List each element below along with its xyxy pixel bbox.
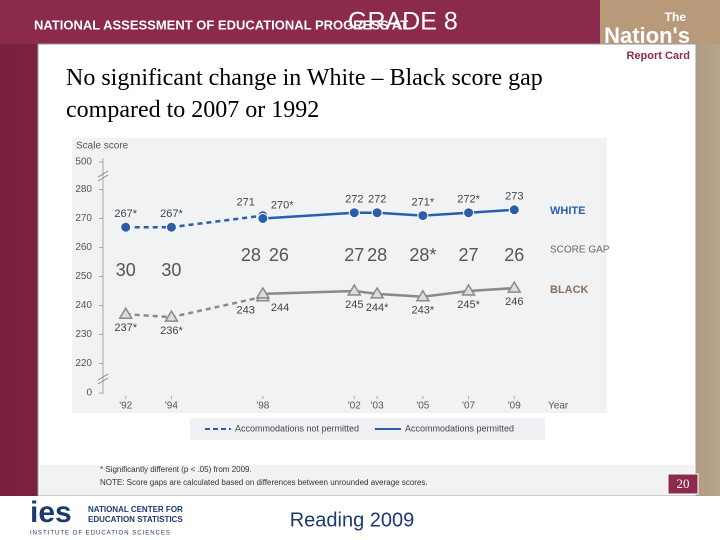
series-label: WHITE [550, 205, 585, 217]
score-gap-label: 30 [116, 260, 136, 280]
plot-background [72, 138, 607, 413]
value-label: 244 [271, 302, 289, 314]
data-point [417, 210, 429, 222]
value-label: 271 [236, 197, 254, 209]
data-point [371, 207, 383, 219]
x-tick-label: '09 [508, 401, 521, 412]
y-tick-label: 240 [75, 300, 92, 311]
value-label: 267* [114, 208, 137, 220]
score-gap-label: 28 [367, 245, 387, 265]
legend-label: Accommodations not permitted [235, 423, 359, 433]
footer-org: EDUCATION STATISTICS [88, 515, 183, 524]
x-tick-label: '03 [371, 401, 384, 412]
data-point [346, 283, 362, 296]
y-tick-label: 0 [86, 388, 92, 399]
data-point [463, 207, 475, 219]
value-label: 243 [236, 305, 254, 317]
y-tick-label: 260 [75, 242, 92, 253]
value-label: 267* [160, 208, 183, 220]
note: * Significantly different (p < .05) from… [100, 465, 252, 474]
value-label: 272* [457, 194, 480, 206]
value-label: 244* [366, 302, 389, 314]
score-gap-label: 27 [459, 245, 479, 265]
y-tick-label: 270 [75, 213, 92, 224]
footer-ies: ies [30, 496, 72, 529]
value-label: 237* [114, 322, 137, 334]
axis-break [97, 170, 109, 182]
data-point [257, 213, 269, 224]
x-axis-title: Year [548, 401, 569, 412]
data-point [369, 286, 385, 299]
series-label: BLACK [550, 284, 589, 296]
y-tick-label: 230 [75, 329, 92, 340]
score-gap-label: 27 [344, 245, 364, 265]
data-point [461, 283, 476, 296]
note: NOTE: Score gaps are calculated based on… [100, 478, 428, 487]
footer-band [0, 496, 720, 540]
legend-label: Accommodations permitted [405, 423, 514, 433]
logo-nations: Nation's [604, 23, 690, 48]
series-line [262, 286, 515, 299]
data-point [348, 207, 360, 219]
value-label: 273 [505, 191, 523, 203]
data-point [508, 204, 520, 216]
value-label: 271* [412, 197, 435, 209]
data-point [506, 280, 522, 293]
y-tick-label: 220 [75, 358, 92, 369]
header-books [600, 0, 720, 44]
data-point [415, 289, 431, 302]
page-number: 20 [677, 476, 690, 491]
y-axis-title: Scale score [76, 141, 129, 152]
logo-the: The [665, 10, 687, 24]
header-text: NATIONAL ASSESSMENT OF EDUCATIONAL PROGR… [34, 17, 408, 32]
x-tick-label: '07 [462, 401, 475, 412]
data-point [255, 286, 271, 299]
score-gap-label: 26 [504, 245, 524, 265]
value-label: 245 [345, 299, 363, 311]
x-tick-label: '02 [348, 401, 361, 412]
value-label: 246 [505, 296, 523, 308]
data-point [120, 221, 132, 233]
x-tick-label: '92 [119, 401, 132, 412]
page-number-box [667, 473, 699, 495]
score-gap-label: 30 [161, 260, 181, 280]
score-gap-label: 26 [269, 245, 289, 265]
data-point [165, 221, 177, 233]
y-tick-label: 500 [75, 157, 92, 168]
value-label: 272 [345, 194, 363, 206]
score-gap-label: 28* [409, 245, 436, 265]
legend-background [190, 418, 545, 440]
data-point [118, 306, 134, 319]
data-point [164, 309, 179, 322]
header-grade: GRADE 8 [348, 8, 458, 36]
note-area [40, 465, 694, 495]
value-label: 243* [412, 305, 435, 317]
x-tick-label: '05 [416, 401, 429, 412]
logo-report-card: Report Card [626, 50, 690, 62]
value-label: 236* [160, 325, 183, 337]
slide-title: No significant change in White – Black s… [66, 65, 543, 123]
axis-break [97, 373, 109, 385]
footer-org: NATIONAL CENTER FOR [88, 505, 183, 514]
footer-subject: Reading 2009 [290, 509, 415, 531]
x-tick-label: '94 [165, 401, 178, 412]
value-label: 270* [271, 199, 294, 211]
y-tick-label: 280 [75, 184, 92, 195]
x-tick-label: '98 [256, 401, 269, 412]
series-line [262, 208, 515, 220]
score-gap-label: 28 [241, 245, 261, 265]
series-label: SCORE GAP [550, 245, 610, 256]
y-tick-label: 250 [75, 271, 92, 282]
value-label: 245* [457, 299, 480, 311]
footer-institute: INSTITUTE OF EDUCATION SCIENCES [30, 531, 171, 537]
value-label: 272 [368, 194, 386, 206]
